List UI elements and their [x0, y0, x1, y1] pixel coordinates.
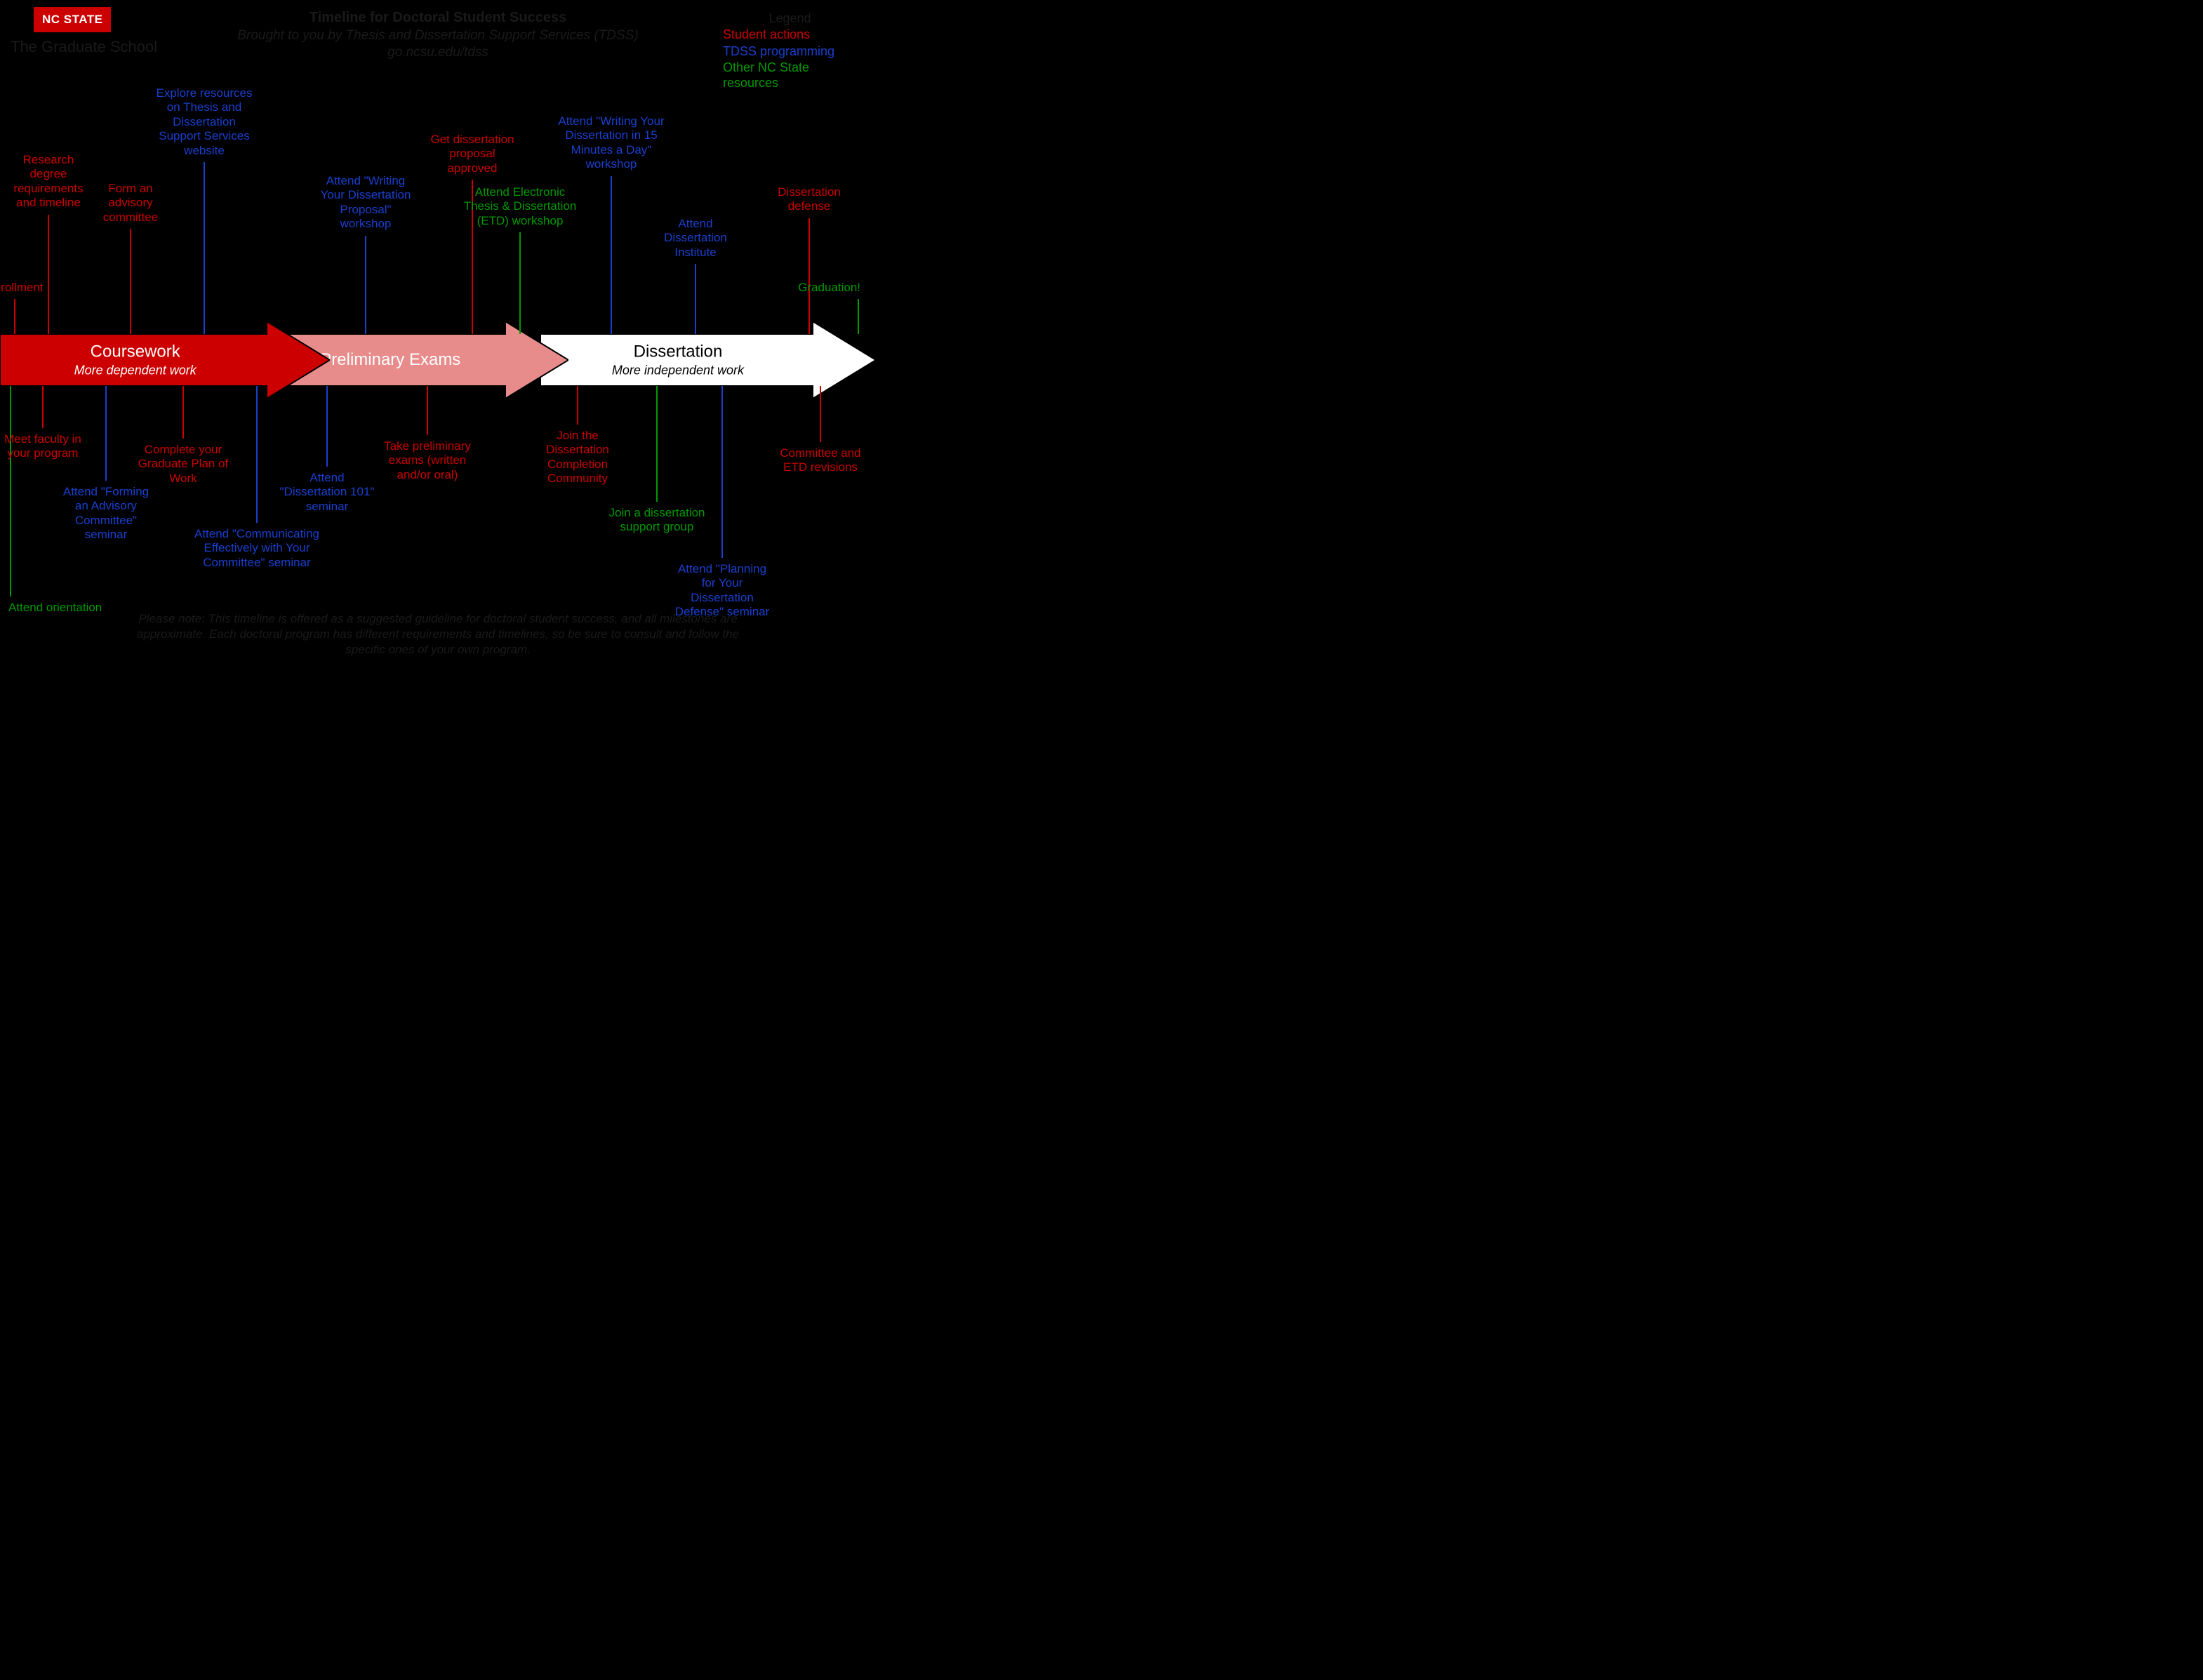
graduate-school-label: The Graduate School — [11, 38, 157, 56]
milestone-stem — [656, 386, 658, 502]
legend-item: Other NC State resources — [723, 60, 857, 91]
milestone-label: Join the Dissertation Completion Communi… — [532, 429, 623, 486]
milestone-label: Meet faculty in your program — [1, 432, 85, 461]
phase-label: Dissertation — [540, 342, 816, 362]
milestone-label: Attend Electronic Thesis & Dissertation … — [460, 185, 580, 228]
phase-arrow: Dissertation More independent work — [540, 321, 876, 399]
milestone-stem — [10, 386, 11, 596]
milestone-stem — [48, 215, 49, 334]
milestone-stem — [519, 232, 521, 334]
phase-arrow: Coursework More dependent work — [0, 321, 330, 399]
title-main: Timeline for Doctoral Student Success — [192, 10, 684, 26]
milestone-label: Complete your Graduate Plan of Work — [134, 443, 232, 486]
milestone-label: Attend "Dissertation 101" seminar — [280, 471, 375, 514]
milestone-stem — [858, 299, 859, 334]
milestone-stem — [721, 386, 723, 558]
milestone-label: Attend orientation — [8, 601, 121, 615]
title-url: go.ncsu.edu/tdss — [192, 45, 684, 60]
milestone-label: Committee and ETD revisions — [778, 446, 863, 475]
milestone-stem — [695, 264, 696, 334]
phase-sub: More independent work — [540, 364, 816, 378]
milestone-label: Attend Dissertation Institute — [650, 217, 741, 260]
milestone-stem — [256, 386, 258, 523]
phase-sub: More dependent work — [0, 364, 270, 378]
legend-item: Student actions — [723, 27, 857, 43]
page-title: Timeline for Doctoral Student Success Br… — [192, 10, 684, 60]
milestone-stem — [326, 386, 328, 467]
milestone-label: Research degree requirements and timelin… — [3, 153, 94, 211]
milestone-label: Form an advisory committee — [92, 182, 169, 225]
milestone-label: Join a dissertation support group — [594, 506, 720, 535]
milestone-label: Attend "Forming an Advisory Committee" s… — [60, 485, 152, 542]
milestone-stem — [182, 386, 184, 439]
milestone-stem — [204, 162, 205, 334]
milestone-label: Enrollment — [0, 281, 50, 295]
milestone-stem — [611, 176, 612, 334]
ncstate-logo: NC STATE — [34, 7, 111, 32]
milestone-stem — [577, 386, 578, 425]
milestone-stem — [130, 229, 131, 334]
phase-label: Coursework — [0, 342, 270, 362]
milestone-stem — [365, 236, 366, 334]
legend-title: Legend — [723, 11, 857, 26]
milestone-stem — [820, 386, 821, 442]
milestone-label: Graduation! — [783, 281, 860, 295]
milestone-label: Explore resources on Thesis and Disserta… — [155, 86, 253, 158]
milestone-label: Get dissertation proposal approved — [430, 133, 514, 175]
milestone-stem — [427, 386, 428, 435]
milestone-label: Attend "Writing Your Dissertation Propos… — [313, 174, 418, 232]
legend: Legend Student actionsTDSS programmingOt… — [714, 6, 865, 98]
footnote: Please note: This timeline is offered as… — [129, 611, 747, 658]
milestone-label: Attend "Communicating Effectively with Y… — [183, 527, 331, 570]
milestone-stem — [808, 218, 810, 334]
milestone-label: Attend "Writing Your Dissertation in 15 … — [545, 114, 678, 172]
milestone-stem — [105, 386, 107, 481]
milestone-stem — [42, 386, 44, 428]
timeline-arrows: DissertationMore independent workPrelimi… — [0, 321, 876, 399]
milestone-label: Take preliminary exams (written and/or o… — [378, 439, 477, 482]
legend-item: TDSS programming — [723, 44, 857, 60]
milestone-label: Dissertation defense — [767, 185, 851, 214]
milestone-stem — [14, 299, 15, 334]
title-subtitle: Brought to you by Thesis and Dissertatio… — [192, 28, 684, 44]
